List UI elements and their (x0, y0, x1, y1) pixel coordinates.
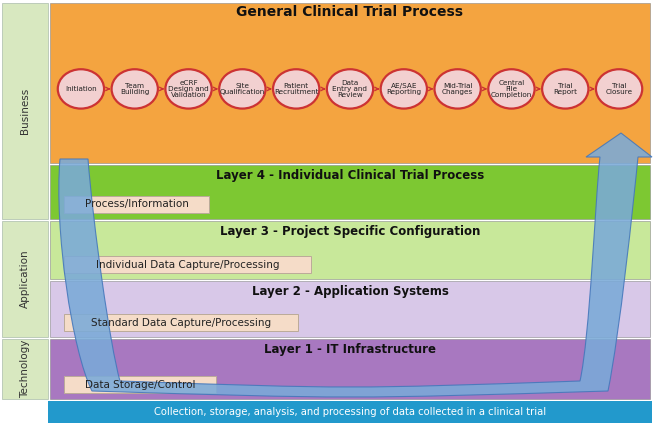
Text: Central
File
Completion: Central File Completion (491, 80, 532, 98)
Bar (50, 221, 650, 279)
Ellipse shape (165, 69, 212, 109)
Text: Layer 1 - IT Infrastructure: Layer 1 - IT Infrastructure (264, 343, 436, 356)
Bar (64, 376, 216, 393)
Text: eCRF
Design and
Validation: eCRF Design and Validation (168, 80, 209, 98)
Text: Collection, storage, analysis, and processing of data collected in a clinical tr: Collection, storage, analysis, and proce… (154, 407, 546, 417)
Bar (2, 221, 48, 337)
Bar (64, 256, 311, 273)
Bar (50, 3, 650, 163)
Text: Initiation: Initiation (65, 86, 97, 92)
Bar (64, 314, 298, 331)
Bar (50, 281, 650, 337)
Text: Patient
Recruitment: Patient Recruitment (274, 83, 318, 95)
Text: Mid-Trial
Changes: Mid-Trial Changes (442, 83, 473, 95)
Text: Data
Entry and
Review: Data Entry and Review (332, 80, 368, 98)
PathPatch shape (59, 133, 652, 397)
Text: Site
Qualification: Site Qualification (220, 83, 265, 95)
Text: Technology: Technology (20, 340, 30, 398)
Text: Standard Data Capture/Processing: Standard Data Capture/Processing (91, 317, 271, 328)
Text: Business: Business (20, 88, 30, 134)
Text: Application: Application (20, 250, 30, 308)
Text: AE/SAE
Reporting: AE/SAE Reporting (387, 83, 421, 95)
Ellipse shape (542, 69, 589, 109)
Ellipse shape (434, 69, 481, 109)
Text: Layer 2 - Application Systems: Layer 2 - Application Systems (252, 285, 449, 297)
Ellipse shape (112, 69, 158, 109)
Text: Trial
Report: Trial Report (553, 83, 577, 95)
Bar (50, 339, 650, 399)
Text: Layer 3 - Project Specific Configuration: Layer 3 - Project Specific Configuration (220, 225, 480, 238)
Bar (48, 401, 652, 423)
Text: Process/Information: Process/Information (84, 199, 188, 210)
Ellipse shape (273, 69, 319, 109)
Ellipse shape (381, 69, 427, 109)
Bar (50, 165, 650, 219)
Text: General Clinical Trial Process: General Clinical Trial Process (237, 5, 464, 19)
Bar (2, 3, 48, 219)
Ellipse shape (596, 69, 642, 109)
Ellipse shape (489, 69, 534, 109)
Bar (64, 196, 209, 213)
Text: Trial
Closure: Trial Closure (606, 83, 632, 95)
Text: Team
Building: Team Building (120, 83, 149, 95)
Text: Individual Data Capture/Processing: Individual Data Capture/Processing (96, 259, 279, 270)
Bar (2, 339, 48, 399)
Ellipse shape (219, 69, 266, 109)
Text: Data Storage/Control: Data Storage/Control (85, 380, 196, 389)
Ellipse shape (327, 69, 373, 109)
Text: Layer 4 - Individual Clinical Trial Process: Layer 4 - Individual Clinical Trial Proc… (216, 169, 484, 181)
Ellipse shape (58, 69, 104, 109)
